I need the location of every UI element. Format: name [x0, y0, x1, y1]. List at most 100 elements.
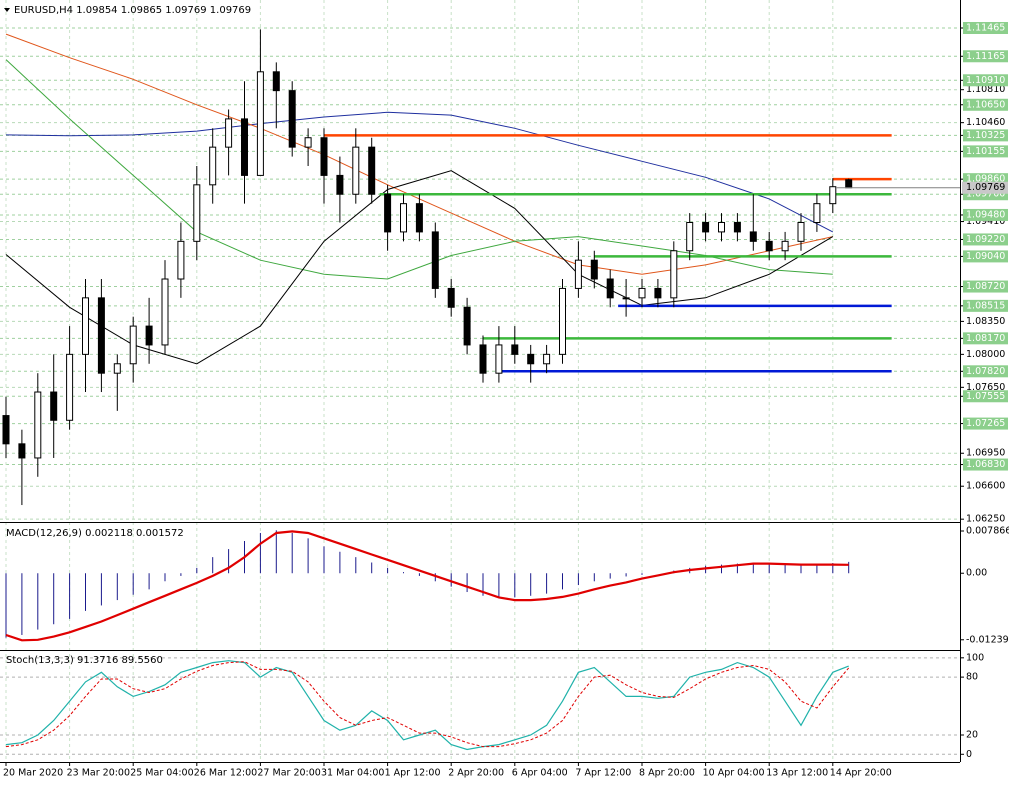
candle-body	[400, 203, 407, 233]
level-label-box	[963, 417, 1008, 430]
candle-body	[479, 344, 487, 374]
level-label-box	[963, 250, 1008, 263]
y-tick-label: 1.07555	[966, 391, 1005, 402]
y-tick-label: 1.06250	[966, 514, 1005, 525]
y-tick-label: 1.10910	[966, 75, 1005, 86]
y-tick-label: 100	[966, 652, 984, 663]
level-label-box	[963, 50, 1008, 63]
y-tick-label: 1.10650	[966, 99, 1005, 110]
y-tick-label: 1.08170	[966, 333, 1005, 344]
x-tick-label: 8 Apr 20:00	[639, 768, 695, 779]
level-label-box	[963, 74, 1008, 87]
y-tick-label: 1.07650	[966, 382, 1005, 393]
y-tick-label: 1.11165	[966, 51, 1005, 62]
candle-body	[384, 193, 392, 233]
main-pane-title: EURUSD,H4 1.09854 1.09865 1.09769 1.0976…	[14, 5, 251, 16]
x-tick-label: 13 Apr 12:00	[766, 768, 828, 779]
candle-body	[686, 221, 694, 252]
candle-body	[511, 344, 519, 355]
candle-body	[129, 325, 137, 365]
candle-body	[82, 297, 89, 355]
level-label-box	[963, 145, 1008, 158]
candle-body	[320, 137, 328, 176]
y-tick-label: 1.09410	[966, 216, 1005, 227]
candle-body	[829, 186, 837, 205]
stoch-signal-line	[5, 661, 850, 748]
x-tick-label: 26 Mar 12:00	[194, 768, 257, 779]
y-tick-label: 1.09700	[966, 189, 1005, 200]
y-tick-label: 1.10155	[966, 146, 1005, 157]
candle-body	[304, 137, 312, 148]
moving-average	[5, 111, 834, 233]
y-tick-label: -0.012394	[966, 634, 1009, 645]
y-tick-label: 1.08350	[966, 316, 1005, 327]
x-tick-label: 1 Apr 12:00	[385, 768, 441, 779]
y-tick-label: 1.10325	[966, 130, 1005, 141]
candle-body	[574, 259, 582, 289]
y-tick-label: 0	[966, 749, 972, 760]
x-tick-label: 20 Mar 2020	[3, 768, 63, 779]
y-tick-label: 1.11465	[966, 23, 1005, 34]
y-tick-label: 1.09040	[966, 251, 1005, 262]
candle-body	[527, 353, 535, 365]
x-tick-label: 31 Mar 04:00	[321, 768, 384, 779]
macd-pane-title: MACD(12,26,9) 0.002118 0.001572	[6, 528, 184, 539]
candle-body	[288, 90, 296, 148]
level-label-box	[963, 390, 1008, 403]
y-tick-label: 1.10460	[966, 117, 1005, 128]
y-tick-label: 80	[966, 672, 978, 683]
candle-body	[447, 287, 455, 308]
candle-body	[813, 203, 821, 223]
y-tick-label: 1.06600	[966, 481, 1005, 492]
candle-body	[654, 287, 662, 299]
y-tick-label: 1.09860	[966, 174, 1005, 185]
candle-body	[193, 184, 201, 242]
y-tick-label: 1.06950	[966, 448, 1005, 459]
y-tick-label: 0.00	[966, 568, 987, 579]
candle-body	[145, 325, 153, 346]
candle-body	[733, 221, 741, 233]
candle-body	[66, 353, 74, 421]
candle-body	[670, 250, 678, 299]
candle-body	[845, 179, 853, 189]
candle-body	[702, 221, 710, 233]
x-tick-label: 7 Apr 12:00	[575, 768, 631, 779]
y-tick-label: 1.07820	[966, 366, 1005, 377]
candle-body	[559, 287, 566, 355]
candle-body	[18, 443, 26, 459]
candle-body	[606, 278, 614, 299]
current-price-label: 1.09769	[966, 182, 1005, 193]
candle-body	[368, 146, 376, 195]
candle-body	[336, 174, 344, 195]
y-tick-label: 0.007866	[966, 526, 1009, 537]
level-label-box	[963, 458, 1008, 471]
candle-body	[495, 344, 503, 374]
symbol-menu-icon	[4, 8, 10, 12]
level-label-box	[963, 365, 1008, 378]
level-label-box	[963, 129, 1008, 142]
candle-body	[590, 259, 598, 280]
candle-body	[2, 415, 10, 445]
x-tick-label: 2 Apr 20:00	[448, 768, 504, 779]
macd-signal-line	[5, 530, 849, 642]
candle-body	[161, 278, 169, 346]
y-tick-label: 1.08515	[966, 300, 1005, 311]
x-tick-label: 25 Mar 04:00	[130, 768, 193, 779]
current-price-box	[962, 181, 1008, 194]
level-label-box	[963, 233, 1008, 246]
candle-body	[97, 297, 105, 374]
candle-body	[34, 391, 42, 459]
candle-body	[765, 240, 773, 252]
stoch-main-line	[5, 660, 849, 751]
candle-body	[113, 363, 121, 374]
level-label-box	[963, 332, 1008, 345]
y-tick-label: 1.09220	[966, 234, 1005, 245]
candle-body	[797, 221, 805, 242]
candle-body	[225, 118, 233, 148]
candle-body	[718, 221, 725, 233]
candle-body	[209, 146, 217, 186]
